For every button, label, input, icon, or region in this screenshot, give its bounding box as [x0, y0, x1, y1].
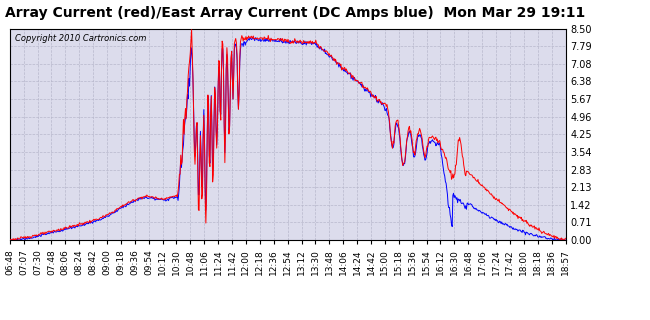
- Text: West Array Current (red)/East Array Current (DC Amps blue)  Mon Mar 29 19:11: West Array Current (red)/East Array Curr…: [0, 6, 585, 20]
- Text: Copyright 2010 Cartronics.com: Copyright 2010 Cartronics.com: [16, 34, 147, 43]
